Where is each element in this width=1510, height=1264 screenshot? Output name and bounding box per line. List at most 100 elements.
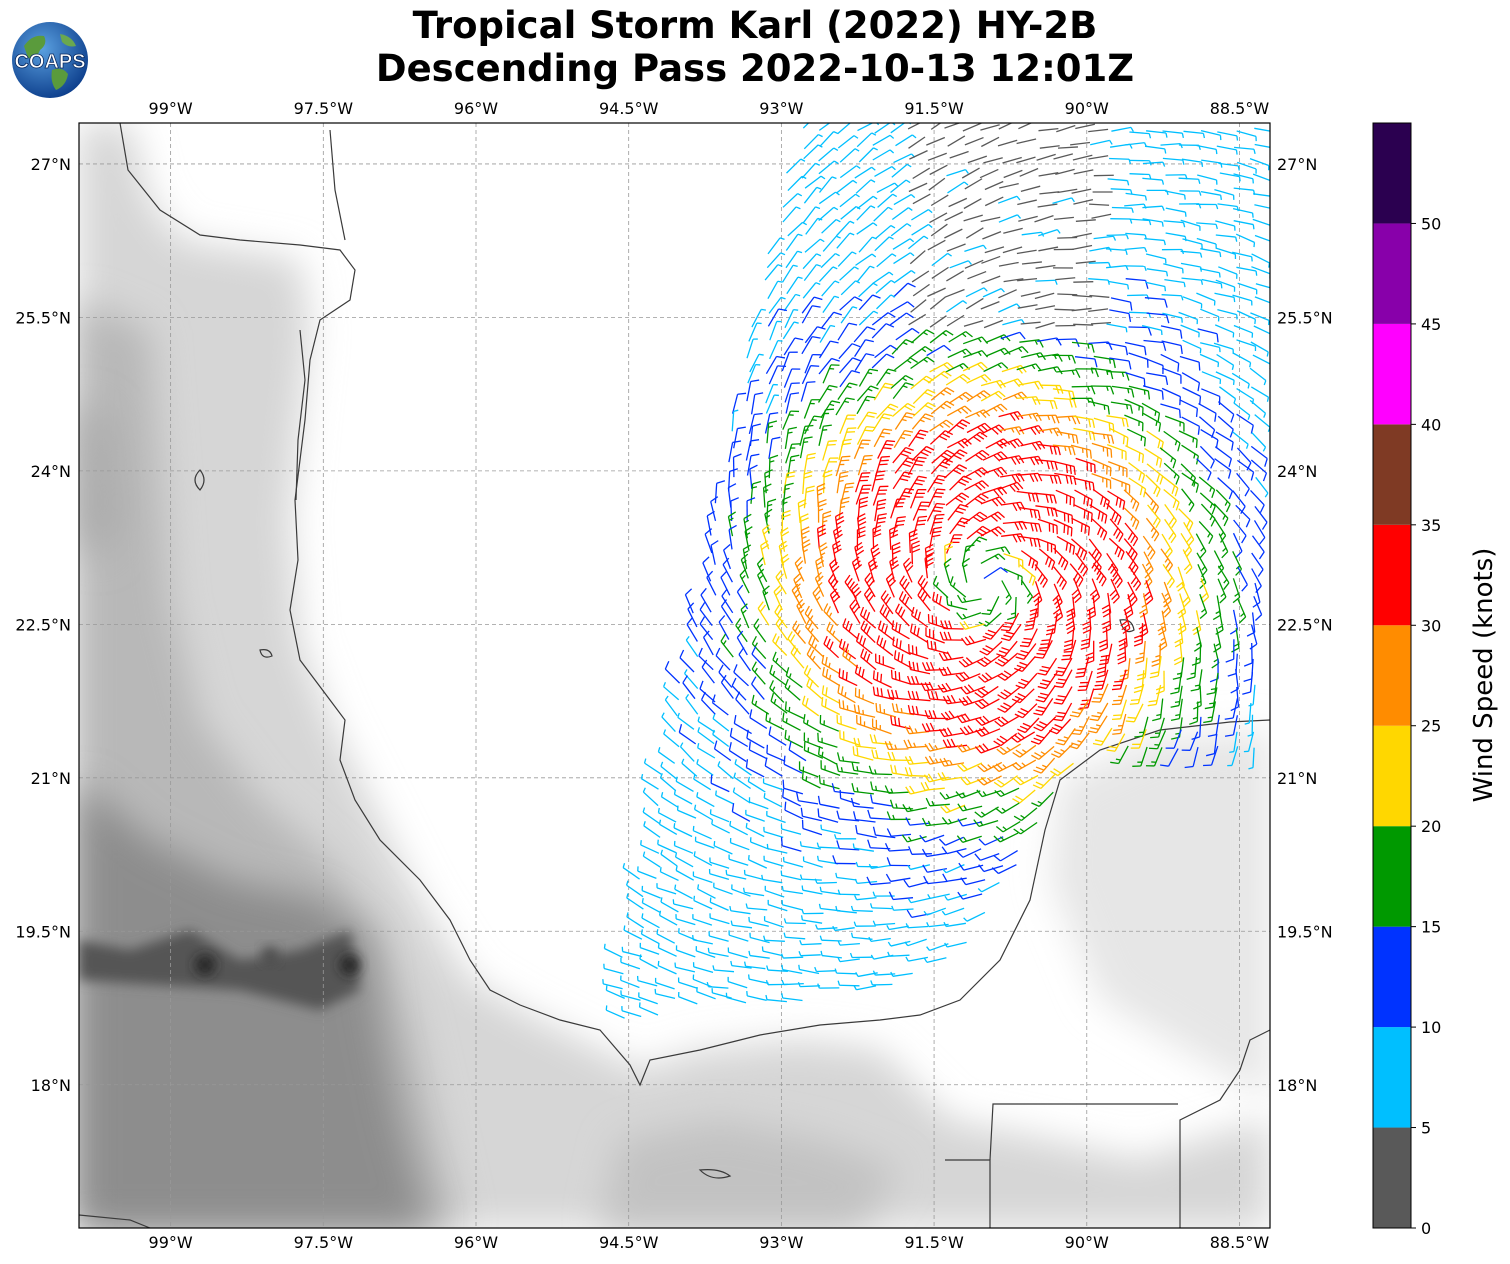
wind-barb	[1090, 321, 1112, 325]
wind-barb	[1092, 459, 1112, 477]
wind-barb	[751, 635, 767, 660]
wind-barb	[782, 193, 803, 208]
wind-barb	[1229, 731, 1238, 753]
wind-barb	[853, 921, 876, 927]
wind-barb	[1057, 188, 1078, 194]
wind-barb	[720, 599, 734, 624]
wind-barb	[692, 934, 713, 945]
wind-barb	[749, 837, 770, 850]
wind-barb	[868, 936, 891, 942]
wind-barb	[720, 570, 731, 596]
wind-barb	[929, 361, 955, 373]
wind-barb	[1053, 153, 1074, 160]
wind-barb	[1196, 458, 1212, 481]
wind-barb	[620, 975, 640, 989]
wind-barb	[1034, 640, 1053, 659]
wind-barb	[938, 666, 964, 677]
wind-barb	[852, 746, 874, 761]
wind-barb	[839, 789, 860, 806]
wind-barb	[849, 599, 861, 624]
wind-barb	[999, 182, 1019, 189]
wind-barb	[783, 337, 804, 356]
wind-barb	[907, 897, 931, 904]
wind-barb	[886, 857, 911, 867]
wind-barb	[889, 312, 914, 326]
wind-barb	[1035, 321, 1055, 329]
wind-barb	[1179, 399, 1199, 418]
wind-barb	[985, 347, 1011, 357]
wind-barb	[816, 842, 839, 849]
wind-barb	[998, 438, 1024, 449]
wind-barb	[879, 604, 895, 628]
wind-barb	[804, 353, 821, 374]
wind-barb	[784, 426, 797, 449]
wind-barb	[839, 357, 861, 374]
wind-barb	[1018, 215, 1038, 222]
wind-barb	[727, 976, 748, 989]
wind-barb	[1252, 582, 1261, 608]
wind-barb	[821, 685, 841, 704]
wind-barb	[784, 729, 804, 749]
wind-barb	[768, 365, 787, 385]
wind-barb	[929, 430, 954, 445]
wind-barb	[697, 727, 715, 745]
wind-barb	[796, 792, 819, 805]
wind-barb	[1232, 352, 1252, 368]
wind-barb	[1052, 508, 1074, 524]
wind-barb	[712, 713, 730, 732]
wind-barb	[1056, 535, 1076, 555]
wind-barb	[1217, 578, 1227, 604]
wind-barb	[1111, 206, 1134, 213]
wind-barb	[1033, 716, 1057, 732]
wind-barb	[802, 253, 822, 270]
wind-barb	[931, 266, 949, 279]
wind-barb	[998, 261, 1019, 267]
wind-barb	[780, 553, 790, 579]
wind-barb	[905, 923, 929, 929]
wind-barb	[1036, 153, 1056, 161]
wind-barb	[891, 207, 913, 221]
wind-barb	[909, 250, 926, 265]
wind-barb	[908, 660, 931, 675]
wind-barb	[1144, 448, 1163, 468]
wind-barb	[977, 654, 1002, 668]
wind-barb	[924, 553, 934, 579]
wind-barb	[763, 916, 784, 928]
wind-barb	[801, 162, 821, 179]
wind-barb	[1032, 773, 1056, 790]
wind-barb	[981, 255, 1001, 264]
wind-barb	[1236, 310, 1257, 325]
wind-barb	[1124, 265, 1147, 272]
wind-barb	[620, 957, 641, 970]
wind-barb	[1039, 145, 1060, 149]
wind-barb	[1181, 277, 1204, 285]
wind-barb	[887, 951, 910, 957]
wind-barb	[1248, 747, 1255, 770]
wind-barb	[817, 498, 827, 523]
wind-barb	[1250, 445, 1268, 467]
wind-barb	[949, 576, 967, 598]
wind-barb	[1053, 686, 1073, 705]
wind-barb	[677, 712, 695, 730]
wind-barb	[1038, 473, 1062, 485]
wind-barb	[1215, 610, 1224, 635]
wind-barb	[782, 410, 800, 430]
wind-barb	[832, 855, 856, 865]
wind-barb	[945, 288, 965, 298]
wind-barb	[685, 693, 699, 715]
wind-barb	[858, 310, 879, 326]
wind-barb	[1072, 294, 1093, 298]
wind-barb	[854, 687, 875, 705]
wind-barb	[1234, 146, 1256, 155]
colorbar-tick-label: 35	[1421, 516, 1441, 535]
wind-barb	[1038, 246, 1059, 252]
wind-barb	[1198, 520, 1214, 545]
wind-barb	[1125, 445, 1145, 464]
wind-barb	[860, 620, 876, 644]
terrain-shading	[79, 123, 1270, 1228]
wind-barb	[603, 943, 623, 958]
wind-barb	[1215, 279, 1236, 292]
wind-barb	[1123, 489, 1140, 512]
wind-barb	[839, 414, 856, 434]
wind-barb	[733, 772, 751, 790]
